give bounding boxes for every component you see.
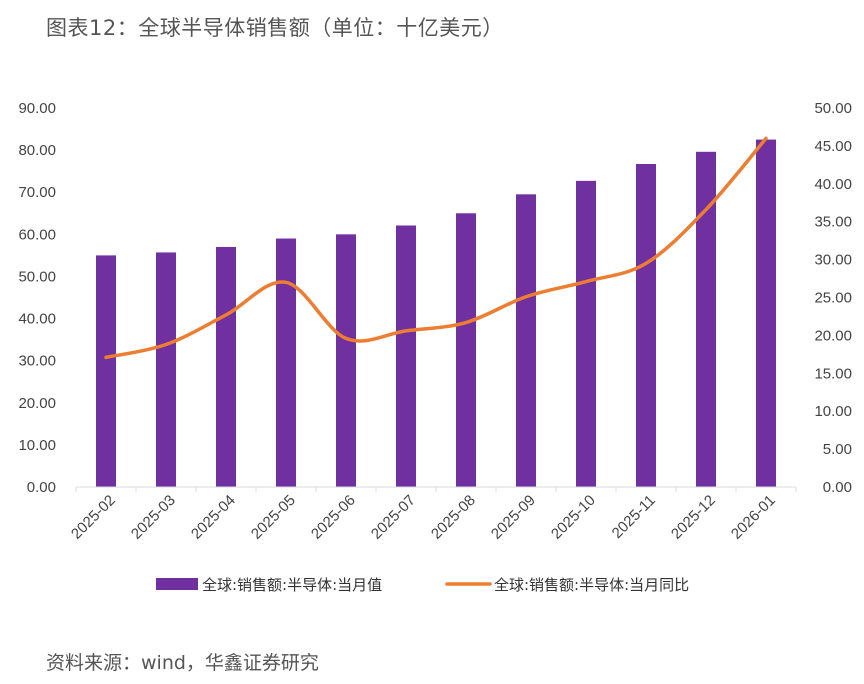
right-axis-tick: 45.00 — [814, 138, 852, 155]
x-tick-label: 2025-05 — [248, 492, 299, 543]
left-axis-tick: 70.00 — [18, 184, 56, 201]
x-tick-label: 2025-02 — [68, 492, 119, 543]
left-axis-tick: 90.00 — [18, 100, 56, 117]
bar-2025-12 — [696, 151, 716, 487]
x-tick-label: 2025-12 — [668, 492, 719, 543]
right-axis-tick: 10.00 — [814, 403, 852, 420]
x-tick-label: 2025-10 — [548, 492, 599, 543]
left-axis-tick: 80.00 — [18, 142, 56, 159]
bar-2025-03 — [156, 252, 176, 487]
right-axis-tick: 40.00 — [814, 176, 852, 193]
left-axis-tick: 50.00 — [18, 268, 56, 285]
right-axis-tick: 20.00 — [814, 327, 852, 344]
bar-2025-05 — [276, 238, 296, 487]
x-tick-label: 2025-03 — [128, 492, 179, 543]
right-axis-tick: 0.00 — [823, 479, 852, 496]
right-axis-tick: 35.00 — [814, 214, 852, 231]
source-note: 资料来源：wind，华鑫证券研究 — [46, 652, 319, 674]
left-axis-tick: 40.00 — [18, 311, 56, 328]
left-axis-tick: 0.00 — [27, 479, 56, 496]
left-axis-tick: 60.00 — [18, 226, 56, 243]
x-tick-label: 2025-07 — [368, 492, 419, 543]
bar-series — [96, 139, 776, 488]
bar-2025-04 — [216, 246, 236, 487]
legend: 全球:销售额:半导体:当月值 全球:销售额:半导体:当月同比 — [156, 576, 689, 594]
x-tick-label: 2025-09 — [488, 492, 539, 543]
right-axis-tick: 25.00 — [814, 290, 852, 307]
x-tick-label: 2025-11 — [609, 492, 659, 542]
left-axis-tick: 20.00 — [18, 395, 56, 412]
line-series-yoy — [104, 136, 768, 360]
bar-2025-09 — [516, 194, 536, 488]
left-axis-tick: 10.00 — [18, 437, 56, 454]
left-axis-ticks: 0.00 10.00 20.00 30.00 40.00 50.00 60.00 70.00 8… — [18, 100, 56, 496]
left-axis-tick: 30.00 — [18, 353, 56, 370]
legend-bar-label: 全球:销售额:半导体:当月值 — [202, 576, 382, 594]
right-axis-ticks: 0.00 5.00 10.00 15.00 20.00 25.00 30.00 35.00 40… — [814, 100, 852, 496]
bar-2025-10 — [576, 180, 596, 487]
right-axis-tick: 30.00 — [814, 252, 852, 269]
bar-2025-06 — [336, 234, 356, 487]
right-axis-tick: 15.00 — [814, 365, 852, 382]
bar-2025-08 — [456, 213, 476, 487]
x-tick-label: 2025-04 — [188, 492, 239, 543]
x-axis-ticks: 2025-02 2025-03 2025-04 2025-05 2025-06 2025-… — [68, 487, 797, 543]
chart: 0.00 10.00 20.00 30.00 40.00 50.00 60.00 70.00 8… — [18, 100, 852, 594]
bar-2025-07 — [396, 225, 416, 488]
chart-title: 图表12：全球半导体销售额（单位：十亿美元） — [46, 16, 504, 40]
legend-line-label: 全球:销售额:半导体:当月同比 — [494, 576, 689, 594]
right-axis-tick: 5.00 — [823, 441, 852, 458]
x-tick-label: 2025-06 — [308, 492, 359, 543]
bar-2026-01 — [756, 139, 776, 488]
x-tick-label: 2026-01 — [728, 492, 779, 543]
x-tick-label: 2025-08 — [428, 492, 479, 543]
bar-2025-02 — [96, 255, 116, 487]
bar-2025-11 — [636, 164, 656, 487]
legend-bar-swatch — [156, 578, 198, 590]
right-axis-tick: 50.00 — [814, 100, 852, 117]
